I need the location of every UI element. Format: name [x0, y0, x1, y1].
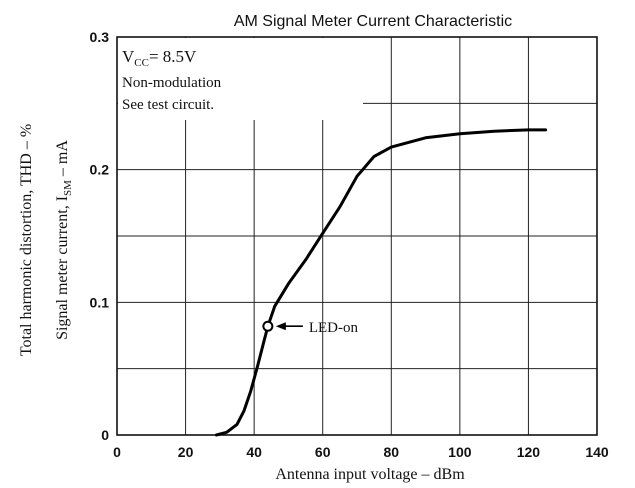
y-tick-label: 0.1 — [90, 294, 110, 310]
led-on-label: LED-on — [309, 320, 359, 336]
x-tick-label: 40 — [246, 444, 262, 460]
x-tick-label: 80 — [383, 444, 399, 460]
y-tick-label: 0 — [101, 427, 109, 443]
annotation-background — [118, 38, 363, 120]
vcc-annotation: VCC= 8.5V — [122, 47, 197, 69]
y-tick-labels: 0 0.1 0.2 0.3 — [90, 29, 110, 443]
x-tick-label: 100 — [448, 444, 472, 460]
plot-frame — [116, 36, 598, 436]
x-tick-label: 140 — [585, 444, 609, 460]
y-tick-label: 0.2 — [90, 162, 110, 178]
x-tick-label: 60 — [315, 444, 331, 460]
plot-border — [116, 36, 598, 436]
led-on-marker — [262, 320, 274, 332]
annotation-line-1: Non-modulation — [122, 75, 222, 91]
led-on-arrow — [275, 322, 303, 331]
grid-lines — [117, 37, 597, 435]
signal-meter-curve — [214, 128, 548, 437]
x-tick-labels: 0 20 40 60 80 100 120 140 — [113, 444, 609, 460]
x-tick-label: 20 — [178, 444, 194, 460]
y-axis-label-left: Total harmonic distortion, THD – % — [18, 124, 35, 356]
x-tick-label: 0 — [113, 444, 121, 460]
x-axis-label: Antenna input voltage – dBm — [275, 466, 465, 483]
x-tick-label: 120 — [517, 444, 541, 460]
chart-title: AM Signal Meter Current Characteristic — [234, 13, 512, 30]
conditions-box: VCC= 8.5V Non-modulation See test circui… — [122, 47, 222, 113]
y-tick-label: 0.3 — [90, 29, 110, 45]
y-axis-label-right: Signal meter current, ISM – mA — [54, 140, 74, 340]
annotation-line-2: See test circuit. — [122, 97, 214, 113]
